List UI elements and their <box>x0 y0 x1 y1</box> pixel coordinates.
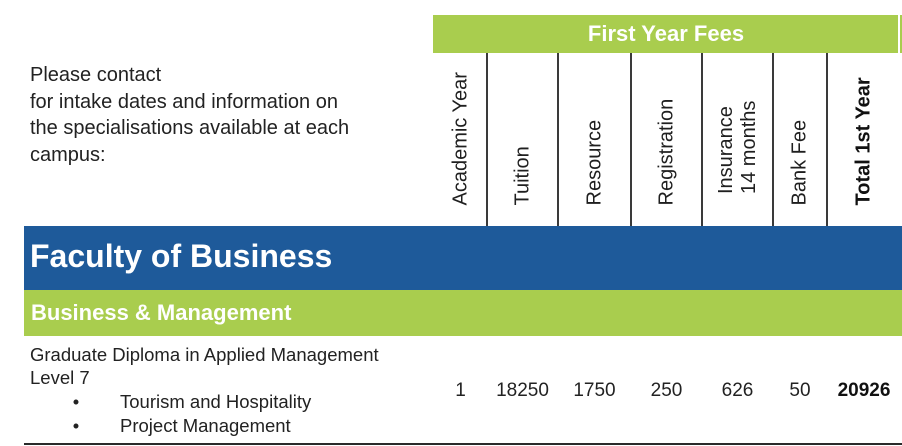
department-banner <box>24 290 902 336</box>
cell-registration: 250 <box>650 380 683 401</box>
specialisation-label: Project Management <box>120 415 291 436</box>
column-header-label: Registration <box>655 98 677 206</box>
column-header-insurance: Insurance 14 months <box>703 53 772 223</box>
column-header-label: Academic Year <box>449 72 471 206</box>
column-divider <box>826 53 828 226</box>
specialisation-label: Tourism and Hospitality <box>120 391 312 412</box>
intro-text: Please contact for intake dates and info… <box>30 64 350 166</box>
cell-insurance: 626 <box>721 380 754 401</box>
column-header-label: Resource <box>583 119 605 206</box>
column-divider <box>486 53 488 226</box>
cell-bank-fee: 50 <box>789 380 811 401</box>
column-header-label: Tuition <box>511 146 533 206</box>
column-header-resource: Resource <box>559 53 630 223</box>
column-divider <box>772 53 774 226</box>
column-header-total: Total 1st Year <box>828 53 900 223</box>
column-header-bank-fee: Bank Fee <box>774 53 826 223</box>
programme-level: Level 7 <box>30 366 90 388</box>
bullet-icon: • <box>72 391 80 412</box>
fees-header-title: First Year Fees <box>587 21 745 46</box>
column-divider <box>630 53 632 226</box>
cell-tuition: 18250 <box>496 380 549 401</box>
bullet-icon: • <box>72 415 80 436</box>
programme-title-line: Graduate Diploma in Applied Management <box>30 344 379 365</box>
column-header-tuition: Tuition <box>488 53 557 223</box>
column-divider <box>701 53 703 226</box>
table-bottom-rule <box>24 443 902 445</box>
column-header-label: Insurance 14 months <box>714 100 760 194</box>
fees-header-divider <box>898 15 900 53</box>
column-header-label: Bank Fee <box>788 119 811 206</box>
cell-resource: 1750 <box>573 380 616 401</box>
department-title: Business & Management <box>31 300 292 325</box>
faculty-title: Faculty of Business <box>30 238 333 274</box>
fees-header-bar <box>433 15 902 53</box>
cell-total: 20926 <box>837 380 891 401</box>
programme-title: Graduate Diploma in Applied Management L… <box>30 344 450 389</box>
cell-academic-year: 1 <box>455 380 466 401</box>
column-header-academic-year: Academic Year <box>435 53 486 223</box>
column-header-registration: Registration <box>632 53 701 223</box>
faculty-banner <box>24 226 902 290</box>
column-divider <box>557 53 559 226</box>
column-header-label: Total 1st Year <box>852 77 875 206</box>
